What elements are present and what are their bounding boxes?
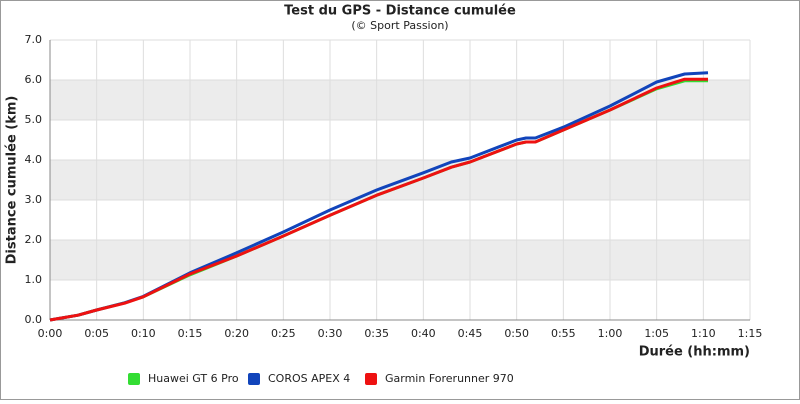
x-tick-label: 1:00: [598, 327, 623, 340]
y-tick-label: 7.0: [25, 33, 43, 46]
legend-swatch: [365, 373, 377, 385]
x-tick-label: 0:45: [458, 327, 483, 340]
legend-swatch: [248, 373, 260, 385]
grid-band: [50, 80, 750, 120]
y-tick-label: 6.0: [25, 73, 43, 86]
x-tick-label: 1:10: [691, 327, 716, 340]
legend-swatch: [128, 373, 140, 385]
chart-title: Test du GPS - Distance cumulée: [284, 4, 516, 19]
chart-subtitle: (© Sport Passion): [351, 19, 448, 32]
legend-label: Garmin Forerunner 970: [385, 372, 514, 385]
y-tick-label: 0.0: [25, 313, 43, 326]
x-tick-label: 0:10: [131, 327, 156, 340]
series-line: [49, 77, 708, 322]
x-tick-label: 0:50: [504, 327, 529, 340]
x-tick-label: 0:30: [318, 327, 343, 340]
legend-label: Huawei GT 6 Pro: [148, 372, 239, 385]
y-axis-label: Distance cumulée (km): [5, 96, 20, 265]
x-tick-label: 0:20: [224, 327, 249, 340]
x-tick-label: 0:40: [411, 327, 436, 340]
x-axis-label: Durée (hh:mm): [639, 345, 750, 360]
x-tick-label: 0:00: [38, 327, 63, 340]
x-tick-label: 0:25: [271, 327, 296, 340]
x-tick-label: 0:05: [84, 327, 109, 340]
legend-label: COROS APEX 4: [268, 372, 350, 385]
x-tick-label: 1:15: [738, 327, 763, 340]
x-tick-label: 1:05: [644, 327, 669, 340]
y-tick-label: 4.0: [25, 153, 43, 166]
y-tick-label: 5.0: [25, 113, 43, 126]
grid-band: [50, 240, 750, 280]
x-tick-label: 0:55: [551, 327, 576, 340]
x-tick-label: 0:15: [178, 327, 203, 340]
y-tick-label: 1.0: [25, 273, 43, 286]
y-tick-label: 2.0: [25, 233, 43, 246]
y-tick-label: 3.0: [25, 193, 43, 206]
x-tick-label: 0:35: [364, 327, 389, 340]
